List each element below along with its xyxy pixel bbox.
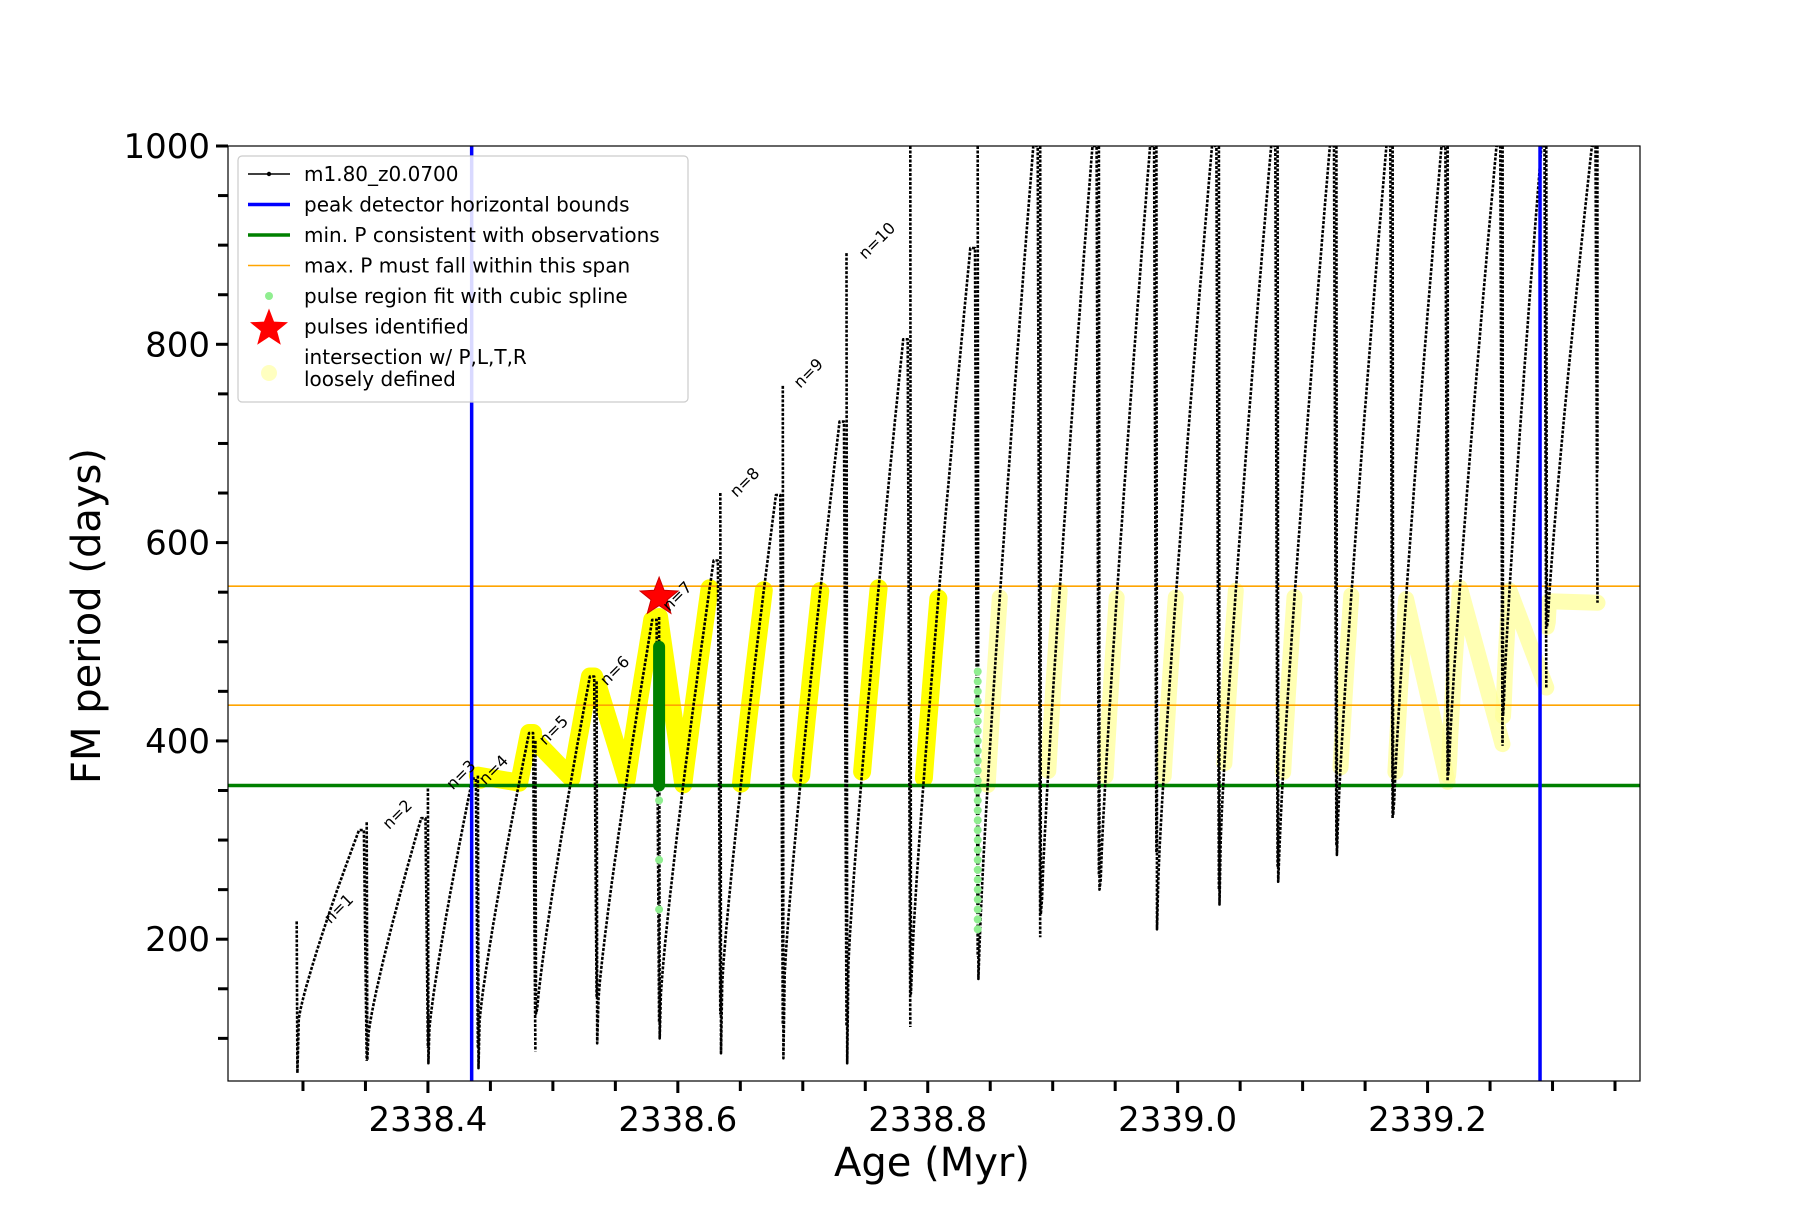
reference-lines <box>228 585 1640 788</box>
spline-point <box>973 915 982 924</box>
spline-point <box>973 855 982 864</box>
spline-point <box>973 677 982 686</box>
y-axis-title: FM period (days) <box>64 448 110 784</box>
track-pulse <box>595 618 661 1045</box>
track-pulse <box>781 385 848 1060</box>
track-pulse <box>1501 146 1548 718</box>
pulse-star-marker <box>638 575 680 615</box>
spline-point <box>655 796 664 805</box>
legend-label: peak detector horizontal bounds <box>304 193 630 217</box>
y-tick-label: 1000 <box>123 127 210 167</box>
legend-label-line: max. P must fall within this span <box>304 254 630 278</box>
legend-label: min. P consistent with observations <box>304 223 660 247</box>
track-pulse <box>845 253 912 1065</box>
legend-label-line: m1.80_z0.0700 <box>304 162 459 186</box>
track-pulse <box>1038 146 1101 916</box>
spline-point <box>655 855 664 864</box>
track-pulse <box>1446 146 1504 777</box>
spline-point <box>973 895 982 904</box>
spline-point <box>973 806 982 815</box>
legend-label-line: min. P consistent with observations <box>304 223 660 247</box>
legend-label: m1.80_z0.0700 <box>304 162 459 186</box>
track-pulse <box>719 492 785 1055</box>
legend-label-line: pulses identified <box>304 315 469 339</box>
x-tick-label: 2339.0 <box>1118 1100 1237 1140</box>
spline-point <box>973 885 982 894</box>
legend-label: intersection w/ P,L,T,R loosely defined <box>304 345 527 391</box>
y-tick-label: 600 <box>145 524 210 564</box>
legend-box <box>237 155 689 403</box>
spline-point <box>973 756 982 765</box>
spline-point <box>973 717 982 726</box>
track-pulse <box>1335 146 1394 857</box>
y-tick-label: 200 <box>145 920 210 960</box>
spline-point <box>973 836 982 845</box>
track-pulse <box>909 146 979 995</box>
spline-point <box>973 786 982 795</box>
legend-handle <box>266 171 272 177</box>
spline-point <box>973 687 982 696</box>
legend-label: max. P must fall within this span <box>304 254 630 278</box>
spline-point <box>973 707 982 716</box>
track-pulse <box>1097 146 1158 891</box>
track-layer <box>295 146 1599 1075</box>
spline-point <box>973 697 982 706</box>
legend-handle <box>250 308 288 345</box>
spline-point <box>973 865 982 874</box>
spline-layer <box>638 575 982 934</box>
legend-handle <box>265 292 273 300</box>
x-axis-title: Age (Myr) <box>834 1140 1030 1186</box>
spline-point <box>973 726 982 735</box>
y-tick-label: 800 <box>145 325 210 365</box>
track-pulse <box>1155 146 1221 931</box>
spline-point <box>973 667 982 676</box>
track-pulse <box>1391 146 1449 817</box>
spline-point <box>973 816 982 825</box>
legend-label-line: loosely defined <box>304 367 456 391</box>
y-tick-label: 400 <box>145 722 210 762</box>
track-pulse <box>1545 146 1599 629</box>
spline-point <box>973 875 982 884</box>
y-axis: 200 400 600 800 1000 <box>123 127 228 1040</box>
spline-point <box>973 746 982 755</box>
track-pulse <box>657 559 722 1040</box>
legend-label: pulse region fit with cubic spline <box>304 284 628 308</box>
x-axis: 2338.4 2338.6 2338.8 2339.0 2339.2 <box>301 1081 1617 1140</box>
spline-point <box>973 905 982 914</box>
spline-point <box>973 736 982 745</box>
x-tick-label: 2338.8 <box>868 1100 987 1140</box>
legend-handle <box>261 365 277 381</box>
spline-point <box>655 905 664 914</box>
spline-point <box>973 826 982 835</box>
spline-point <box>973 766 982 775</box>
track-pulse <box>426 777 480 1065</box>
legend-label-line: peak detector horizontal bounds <box>304 193 630 217</box>
track-pulse <box>365 816 430 1062</box>
track-pulse <box>295 828 368 1075</box>
spline-point <box>973 845 982 854</box>
track-pulse <box>476 731 537 1070</box>
track-pulse <box>1276 146 1338 883</box>
track-pulse <box>1217 146 1279 906</box>
track-pulse <box>976 146 1042 981</box>
legend-label-line: pulse region fit with cubic spline <box>304 284 628 308</box>
track-pulse <box>534 675 598 1015</box>
plot-frame <box>227 145 1641 1082</box>
legend-label-line: intersection w/ P,L,T,R <box>304 345 527 369</box>
spline-point <box>973 796 982 805</box>
spline-point <box>973 776 982 785</box>
x-tick-label: 2338.6 <box>618 1100 737 1140</box>
x-tick-label: 2338.4 <box>368 1100 487 1140</box>
spline-point <box>973 925 982 934</box>
x-tick-label: 2339.2 <box>1368 1100 1487 1140</box>
legend-label: pulses identified <box>304 315 469 339</box>
